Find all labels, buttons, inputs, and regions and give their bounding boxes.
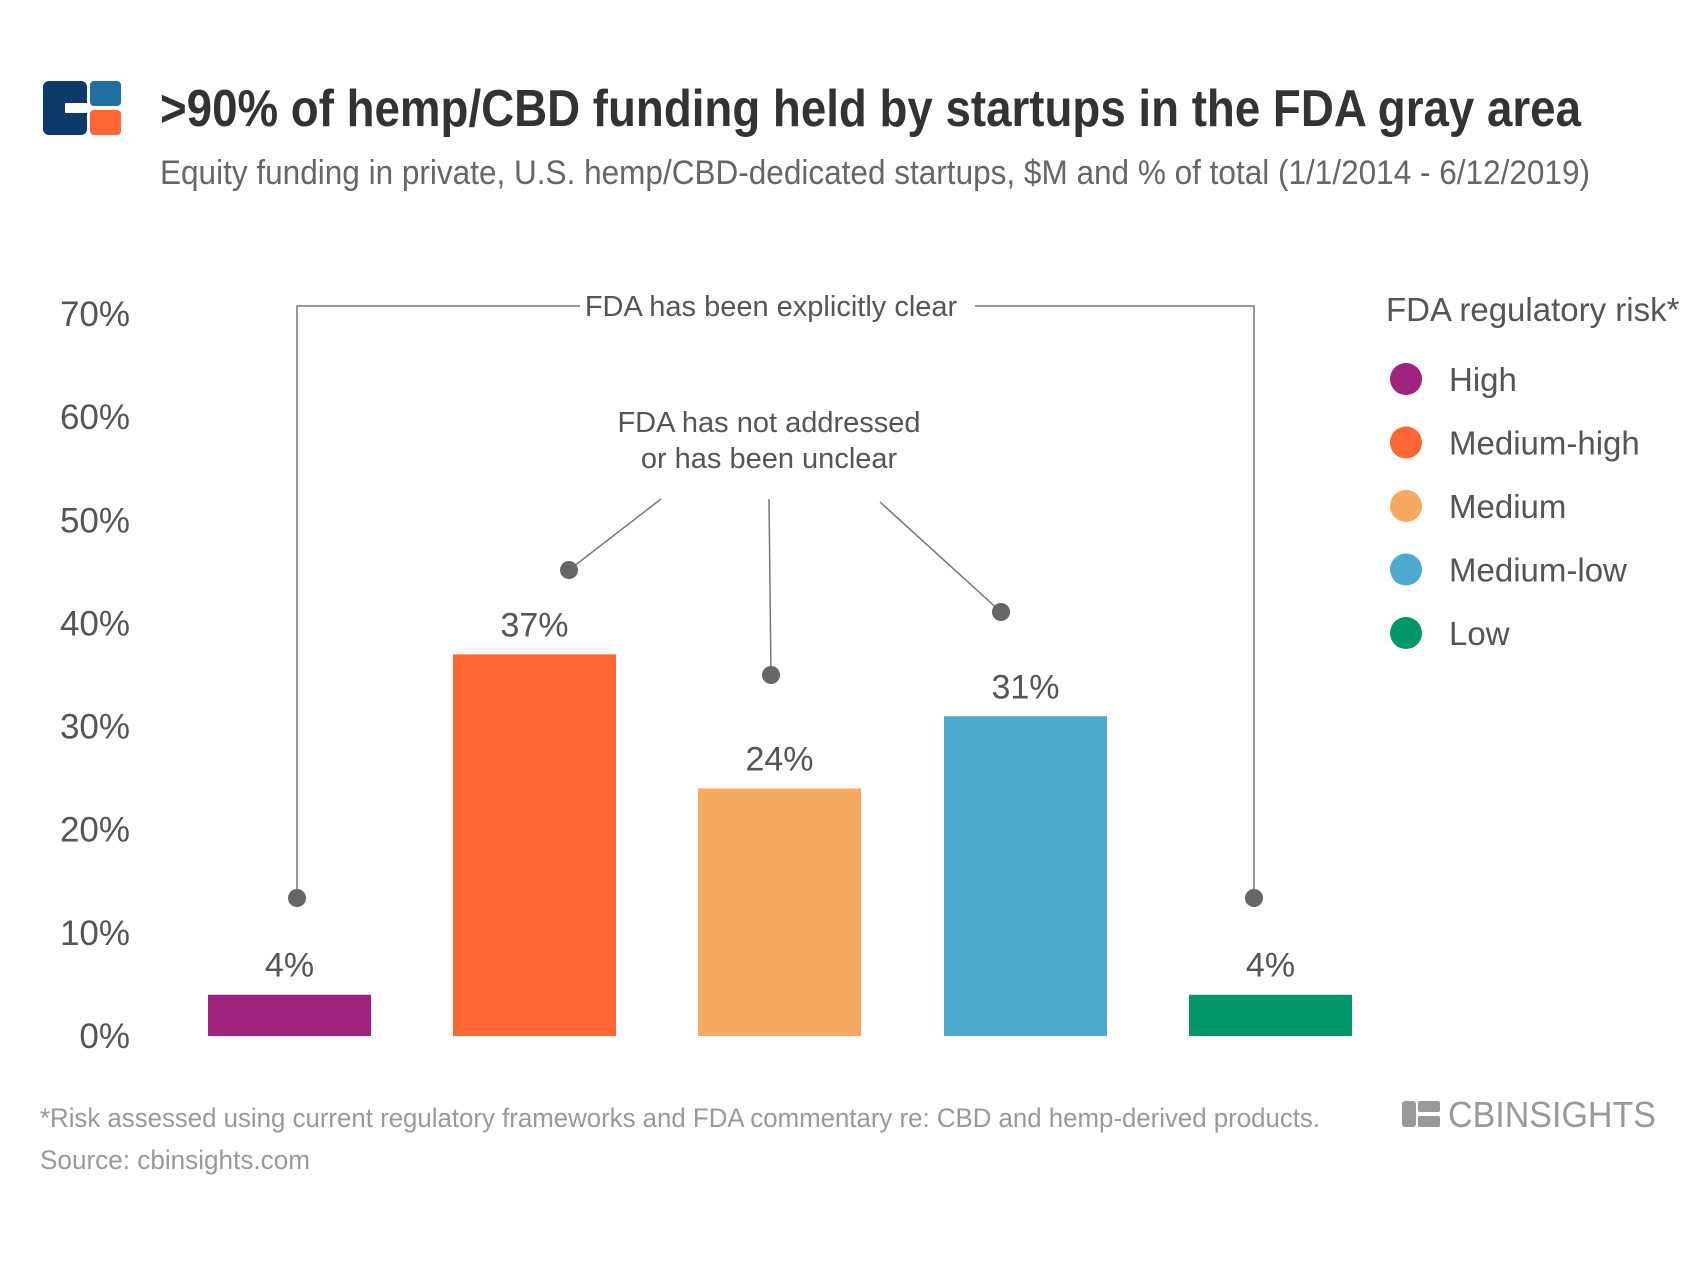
cb-logo-icon [43,81,121,135]
y-tick-label: 30% [60,708,130,747]
annotation-unclear-leaders [568,498,1002,676]
bar-value-label: 24% [745,740,813,778]
annotation-clear [296,305,1255,898]
legend-swatch [1390,363,1422,395]
y-tick-label: 40% [60,604,130,643]
annotation-unclear-line2: or has been unclear [641,443,898,475]
bar-value-label: 31% [991,668,1059,706]
source: Source: cbinsights.com [40,1145,310,1175]
annotation-dot [992,603,1010,621]
bar-value-label: 37% [500,606,568,644]
chart-subtitle: Equity funding in private, U.S. hemp/CBD… [160,154,1590,192]
y-tick-label: 50% [60,501,130,540]
y-tick-label: 20% [60,811,130,850]
bar-value-label: 4% [265,947,314,985]
bar-low [1189,994,1352,1036]
y-tick-label: 10% [60,914,130,953]
legend-title: FDA regulatory risk* [1386,291,1680,328]
annotation-dot [1245,889,1263,907]
annotation-dot [288,889,306,907]
legend-swatch [1390,617,1422,649]
cbinsights-wordmark: CBINSIGHTS [1448,1094,1656,1135]
footnote: *Risk assessed using current regulatory … [40,1103,1320,1133]
bar-high [208,994,371,1036]
bar-value-label: 4% [1246,947,1295,985]
legend-item-label: Low [1449,615,1510,652]
bar-medium [698,788,861,1036]
legend-swatch [1390,490,1422,522]
y-tick-label: 60% [60,398,130,437]
legend-item-label: Medium-high [1449,425,1640,462]
legend-item-label: Medium [1449,488,1566,525]
annotation-clear-label: FDA has been explicitly clear [585,291,958,323]
chart-title: >90% of hemp/CBD funding held by startup… [160,80,1582,138]
annotation-dot [560,561,578,579]
y-tick-label: 70% [60,295,130,334]
annotation-dot [762,666,780,684]
legend-swatch [1390,426,1422,459]
legend-item-label: High [1449,361,1517,398]
y-tick-label: 0% [79,1017,130,1056]
legend-swatch [1390,553,1422,586]
bar-medium-high [453,654,616,1036]
legend-item-label: Medium-low [1449,552,1627,589]
cbinsights-logo-icon [1402,1101,1440,1127]
bar-medium-low [944,716,1107,1036]
annotation-unclear-line1: FDA has not addressed [617,407,920,439]
